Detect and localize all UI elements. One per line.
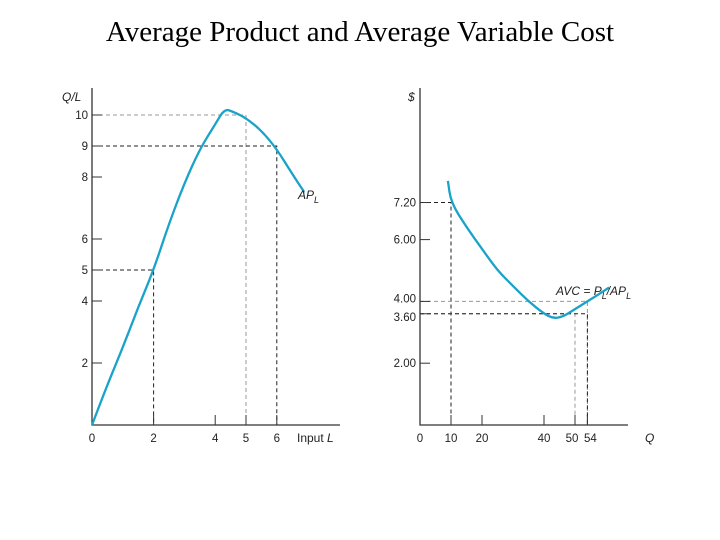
ap-y-axis-label: Q/L	[62, 90, 81, 104]
ap-chart: 2 4 5 6 8 9 10 0 2 4 5 6 Q/L Input L APL	[62, 88, 340, 445]
avc-x-tick-label-2: 20	[476, 433, 489, 445]
avc-y-tick-label-3: 6.00	[394, 235, 416, 247]
avc-chart: 2.00 3.60 4.00 6.00 7.20 0 10 20 40 50 54 $ Q AVC…	[394, 88, 654, 445]
avc-reference-line-1	[420, 313, 576, 425]
avc-y-tick-label-1: 3.60	[394, 312, 416, 324]
ap-x-ticks: 0 2 4 5 6	[89, 415, 280, 445]
ap-x-tick-label-2: 4	[212, 433, 219, 445]
avc-reference-lines	[420, 202, 588, 425]
avc-y-tick-label-2: 4.00	[394, 293, 416, 305]
avc-axes	[419, 88, 628, 426]
ap-x-tick-label-0: 0	[89, 433, 95, 445]
ap-reference-line-0	[92, 269, 155, 425]
ap-x-axis-label: Input L	[297, 431, 334, 445]
ap-curve	[90, 108, 306, 426]
avc-x-tick-label-3: 40	[538, 433, 551, 445]
ap-reference-line-1	[92, 114, 247, 425]
ap-y-tick-label-5: 9	[82, 141, 88, 153]
ap-reference-line-2	[92, 145, 278, 425]
avc-x-tick-label-1: 10	[445, 433, 458, 445]
ap-y-tick-label-4: 8	[82, 172, 88, 184]
avc-y-ticks: 2.00 3.60 4.00 6.00 7.20	[394, 198, 430, 370]
avc-y-tick-label-4: 7.20	[394, 198, 416, 210]
ap-curve-label: APL	[297, 188, 319, 205]
avc-reference-line-2	[420, 300, 588, 425]
ap-axes	[91, 88, 340, 426]
avc-x-tick-label-4: 50	[566, 433, 579, 445]
page-title: Average Product and Average Variable Cos…	[105, 16, 615, 48]
avc-x-tick-label-5: 54	[584, 433, 597, 445]
avc-x-axis-label: Q	[645, 431, 654, 445]
ap-y-tick-label-1: 4	[82, 296, 89, 308]
avc-reference-line-3	[420, 313, 588, 425]
ap-reference-lines	[92, 114, 278, 425]
avc-x-tick-label-0: 0	[417, 433, 423, 445]
ap-x-tick-label-3: 5	[243, 433, 249, 445]
avc-x-ticks: 0 10 20 40 50 54	[417, 415, 597, 445]
ap-y-tick-label-6: 10	[75, 110, 88, 122]
ap-x-tick-label-4: 6	[274, 433, 280, 445]
ap-y-tick-label-3: 6	[82, 234, 88, 246]
ap-y-tick-label-2: 5	[82, 265, 88, 277]
avc-y-axis-label: $	[407, 90, 415, 104]
ap-x-tick-label-1: 2	[150, 433, 156, 445]
avc-reference-line-0	[420, 202, 452, 425]
avc-curve-label: AVC = PL/APL	[555, 284, 631, 301]
ap-y-ticks: 2 4 5 6 8 9 10	[75, 110, 102, 370]
avc-curve	[446, 180, 610, 319]
ap-y-tick-label-0: 2	[82, 358, 88, 370]
avc-y-tick-label-0: 2.00	[394, 358, 416, 370]
